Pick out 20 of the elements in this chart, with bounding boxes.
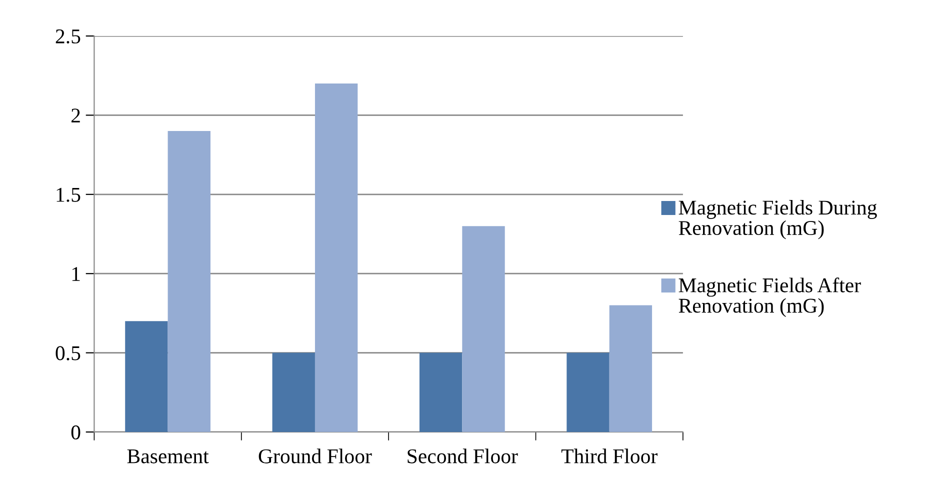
bar: [566, 352, 610, 432]
legend-label: Magnetic Fields During Renovation (mG): [678, 200, 877, 240]
legend-label: Magnetic Fields After Renovation (mG): [678, 278, 861, 317]
x-tick-label: Third Floor: [561, 448, 658, 464]
x-tick-label: Ground Floor: [258, 448, 372, 464]
y-tick-label: 2: [72, 108, 80, 122]
y-tick-label: 1: [72, 267, 80, 281]
y-tick-label: 1.5: [56, 188, 80, 202]
bar: [462, 226, 505, 432]
x-tick-label: Basement: [127, 449, 209, 464]
bar: [125, 321, 168, 432]
bar: [168, 131, 210, 432]
y-tick-label: 2.5: [56, 29, 80, 44]
y-tick-label: 0.5: [56, 346, 80, 360]
x-tick-label: Second Floor: [408, 448, 518, 464]
y-tick-label: 0: [71, 425, 80, 440]
bar: [609, 305, 652, 432]
bar: [272, 352, 315, 432]
bar: [419, 352, 462, 432]
bar: [314, 84, 358, 432]
